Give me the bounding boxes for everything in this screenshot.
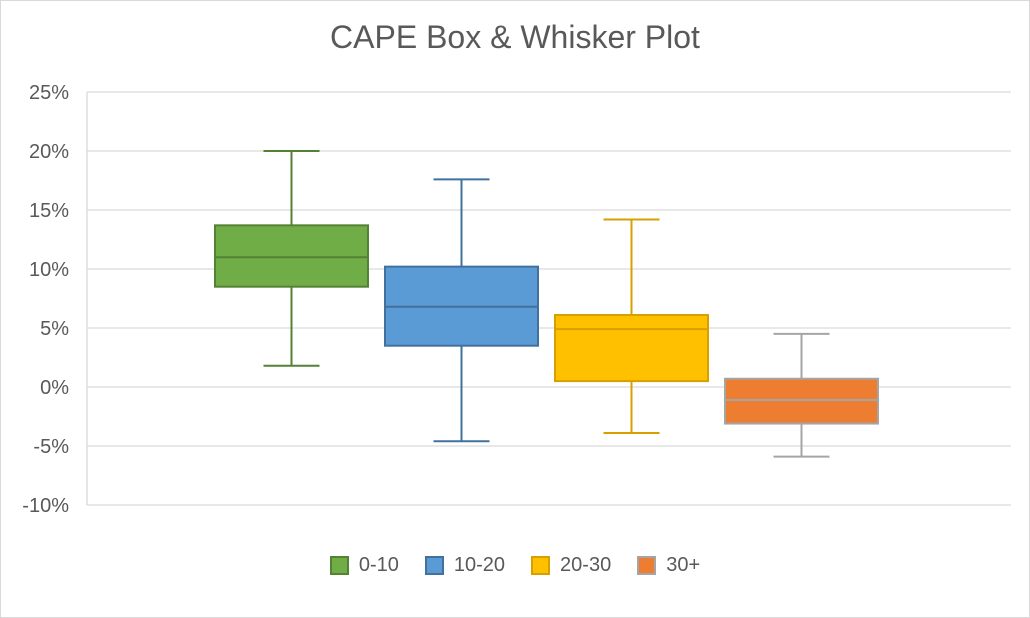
y-tick-label: 20%: [29, 141, 69, 163]
legend-label: 20-30: [560, 554, 612, 576]
box-30+: [724, 332, 879, 458]
box-10-20: [384, 178, 539, 443]
legend: 0-10 10-20 20-30 30+: [1, 554, 1029, 577]
legend-item: 30+: [637, 554, 700, 577]
legend-label: 30+: [666, 554, 701, 576]
box-0-10: [214, 150, 369, 367]
legend-swatch: [329, 556, 349, 575]
y-tick-label: 5%: [40, 318, 69, 340]
y-tick-label: 25%: [29, 82, 69, 104]
legend-label: 10-20: [453, 554, 506, 576]
iqr-box: [214, 224, 369, 288]
iqr-box: [554, 314, 709, 383]
y-tick-label: 10%: [29, 259, 69, 281]
legend-item: 0-10: [329, 554, 399, 577]
chart-title: CAPE Box & Whisker Plot: [330, 19, 700, 55]
y-tick-label: 0%: [40, 377, 69, 399]
iqr-box: [724, 377, 879, 425]
y-tick-label: -10%: [22, 495, 69, 517]
legend-label: 0-10: [358, 554, 399, 576]
legend-swatch: [637, 556, 657, 575]
legend-item: 20-30: [531, 554, 611, 577]
box-20-30: [554, 218, 709, 435]
legend-swatch: [424, 556, 444, 575]
legend-swatch: [531, 556, 551, 575]
y-tick-label: -5%: [33, 436, 69, 458]
legend-item: 10-20: [424, 554, 506, 577]
y-tick-label: 15%: [29, 200, 69, 222]
